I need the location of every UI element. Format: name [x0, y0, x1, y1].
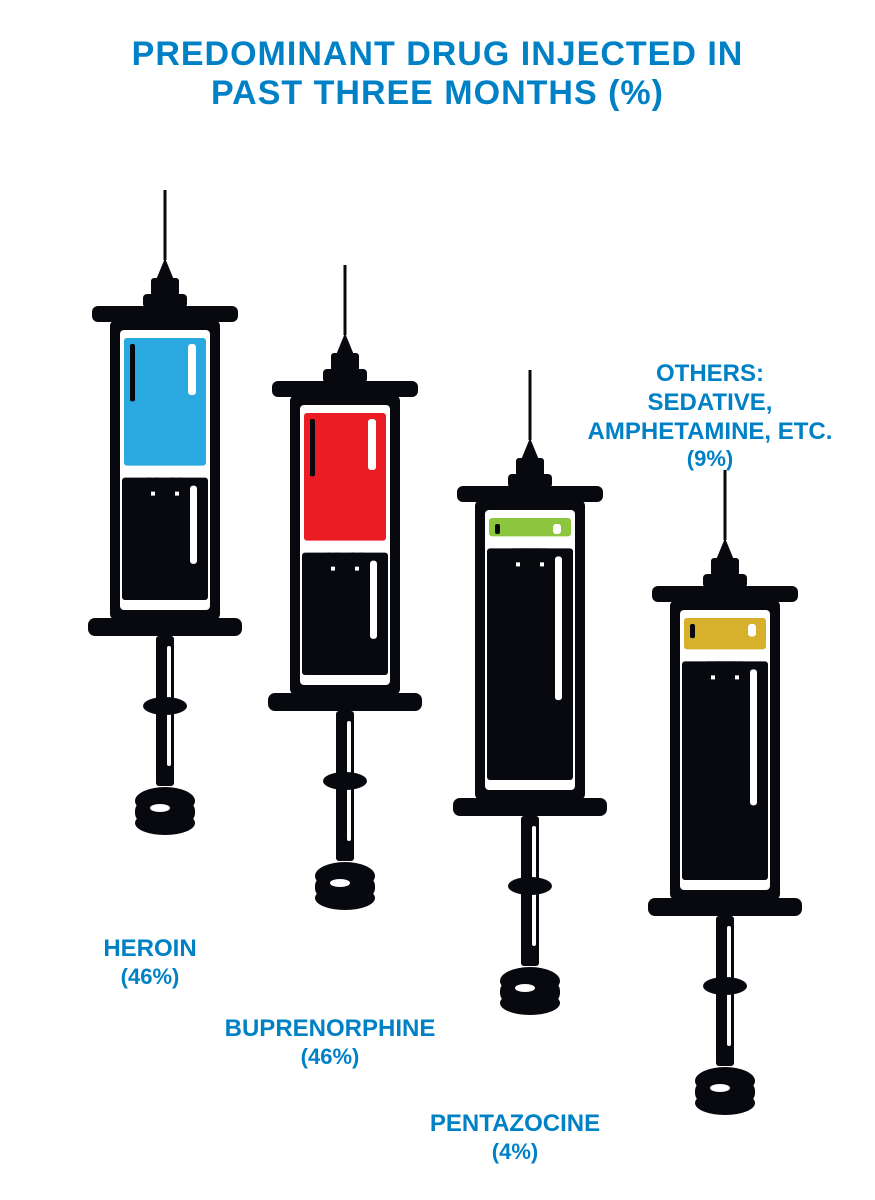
drug-pct: (46%) [190, 1044, 470, 1070]
drug-name: OTHERS: SEDATIVE, AMPHETAMINE, ETC. [588, 360, 833, 445]
syringe-label-0: HEROIN(46%) [75, 935, 225, 990]
syringe-2 [445, 370, 615, 1065]
drug-pct: (46%) [75, 964, 225, 990]
syringe-label-2: PENTAZOCINE(4%) [400, 1110, 630, 1165]
drug-pct: (9%) [555, 446, 865, 472]
syringe-0 [80, 190, 250, 885]
syringe-label-1: BUPRENORPHINE(46%) [190, 1015, 470, 1070]
syringe-3 [640, 470, 810, 1165]
title-line-1: PREDOMINANT DRUG INJECTED IN [132, 35, 744, 73]
drug-name: BUPRENORPHINE [225, 1015, 436, 1042]
syringe-label-3: OTHERS: SEDATIVE, AMPHETAMINE, ETC.(9%) [555, 360, 865, 473]
syringe-1 [260, 265, 430, 960]
syringe-icon [445, 370, 615, 1060]
chart-title: PREDOMINANT DRUG INJECTED IN PAST THREE … [0, 35, 875, 113]
syringe-icon [260, 265, 430, 955]
syringe-icon [640, 470, 810, 1160]
drug-name: PENTAZOCINE [430, 1110, 600, 1137]
title-line-2: PAST THREE MONTHS (%) [211, 74, 664, 112]
syringe-icon [80, 190, 250, 880]
drug-name: HEROIN [103, 935, 196, 962]
drug-pct: (4%) [400, 1139, 630, 1165]
infographic-stage: PREDOMINANT DRUG INJECTED IN PAST THREE … [0, 0, 875, 1200]
